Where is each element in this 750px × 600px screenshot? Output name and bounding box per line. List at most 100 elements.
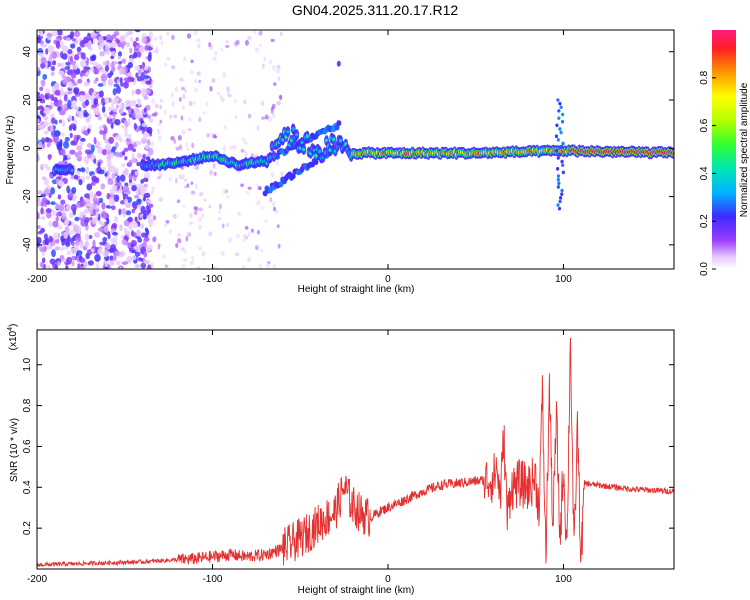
heatmap-noise-cell <box>37 224 41 230</box>
heatmap-noise-cell <box>176 199 181 204</box>
heatmap-noise-cell <box>182 204 186 208</box>
heatmap-noise-cell <box>166 56 171 61</box>
heatmap-spike-cell <box>556 185 560 189</box>
heatmap-noise-cell <box>190 181 194 185</box>
heatmap-noise-cell <box>55 40 60 49</box>
heatmap-spike-cell <box>561 112 565 117</box>
heatmap-noise-cell <box>127 143 134 151</box>
heatmap-noise-cell <box>157 244 161 250</box>
heatmap-noise-cell <box>254 47 260 53</box>
heatmap-noise-cell <box>93 158 97 164</box>
heatmap-noise-cell <box>94 177 100 184</box>
heatmap-noise-cell <box>71 187 77 194</box>
heatmap-noise-cell <box>120 82 124 87</box>
heatmap-noise-cell <box>88 95 93 101</box>
heatmap-noise-cell <box>64 226 70 233</box>
heatmap-noise-cell <box>90 248 95 253</box>
heatmap-noise-cell <box>70 247 77 254</box>
heatmap-noise-cell <box>51 249 56 258</box>
heatmap-noise-cell <box>146 126 153 134</box>
heatmap-noise-cell <box>172 213 177 220</box>
heatmap-noise-cell <box>184 185 187 189</box>
heatmap-spike-cell <box>558 195 563 200</box>
heatmap-spike-cell <box>555 123 559 128</box>
heatmap-noise-cell <box>222 145 226 152</box>
heatmap-noise-cell <box>93 193 97 201</box>
heatmap-noise-cell <box>69 149 76 155</box>
heatmap-noise-cell <box>119 250 125 257</box>
heatmap-noise-cell <box>151 212 154 217</box>
heatmap-noise-cell <box>128 133 132 140</box>
heatmap-noise-cell <box>170 34 175 41</box>
heatmap-noise-cell <box>90 181 96 186</box>
colorbar-tick-label: 0.0 <box>699 262 710 276</box>
heatmap-noise-cell <box>123 147 129 152</box>
heatmap-noise-cell <box>147 54 152 62</box>
heatmap-noise-cell <box>187 128 192 132</box>
heatmap-spike-cell <box>557 181 561 186</box>
heatmap-noise-cell <box>267 116 272 123</box>
heatmap-noise-cell <box>108 115 112 119</box>
snr-panel: -200 -100 0 100 0.2 0.4 0.6 0.8 1.0 Height of s… <box>7 324 675 596</box>
heatmap-noise-cell <box>58 119 63 124</box>
heatmap-noise-cell <box>46 211 52 219</box>
heatmap-noise-cell <box>84 217 90 224</box>
heatmap-noise-cell <box>102 213 108 219</box>
heatmap-noise-cell <box>158 135 162 141</box>
heatmap-noise-cell <box>70 71 77 79</box>
heatmap-noise-cell <box>61 119 66 128</box>
heatmap-noise-cell <box>97 115 102 121</box>
heatmap-noise-cell <box>40 62 46 69</box>
heatmap-noise-cell <box>43 130 49 135</box>
heatmap-spike-cell <box>561 141 565 146</box>
heatmap-noise-cell <box>182 56 187 62</box>
heatmap-spike-cell <box>557 206 562 211</box>
heatmap-noise-cell <box>197 216 202 222</box>
heatmap-noise-cell <box>163 223 168 227</box>
heatmap-noise-cell <box>272 64 276 71</box>
heatmap-noise-cell <box>175 242 179 249</box>
heatmap-noise-cell <box>143 259 150 265</box>
heatmap-noise-cell <box>170 136 175 141</box>
heatmap-noise-cell <box>119 107 124 115</box>
x-tick-label: 0 <box>385 274 391 285</box>
heatmap-noise-cell <box>235 234 240 239</box>
heatmap-noise-cell <box>100 183 106 190</box>
heatmap-noise-cell <box>55 212 60 217</box>
heatmap-ridge-cell <box>313 159 319 166</box>
heatmap-noise-cell <box>134 170 139 176</box>
heatmap-ridge-core <box>331 137 336 142</box>
heatmap-spike-cell <box>555 148 559 153</box>
heatmap-noise-cell <box>134 65 141 71</box>
heatmap-noise-cell <box>149 84 153 89</box>
heatmap-ridge-cell <box>290 173 296 180</box>
heatmap-noise-cell <box>246 191 250 195</box>
heatmap-noise-cell <box>66 256 73 265</box>
heatmap-noise-cell <box>279 31 283 37</box>
heatmap-noise-cell <box>64 65 71 71</box>
heatmap-noise-cell <box>124 99 132 105</box>
heatmap-noise-cell <box>169 114 173 119</box>
heatmap-noise-cell <box>52 96 58 102</box>
heatmap-noise-cell <box>247 256 252 263</box>
heatmap-noise-cell <box>253 30 257 35</box>
heatmap-noise-cell <box>113 83 120 88</box>
snr-x-ticks: -200 -100 0 100 <box>27 330 572 585</box>
heatmap-noise-cell <box>143 251 148 258</box>
heatmap-noise-cell <box>219 203 222 210</box>
heatmap-spike-cell <box>560 188 564 193</box>
heatmap-noise-cell <box>50 71 55 77</box>
snr-scale-label: (x104) <box>7 324 19 351</box>
heatmap-noise-cell <box>194 183 198 190</box>
heatmap-noise-cell <box>266 262 270 268</box>
heatmap-noise-cell <box>75 239 79 246</box>
heatmap-noise-cell <box>228 237 232 244</box>
heatmap-noise-cell <box>240 148 245 153</box>
heatmap-noise-cell <box>56 141 63 149</box>
heatmap-noise-cell <box>190 70 194 75</box>
heatmap-noise-cell <box>147 264 152 269</box>
heatmap-noise-cell <box>74 216 80 222</box>
heatmap-noise-cell <box>104 65 110 72</box>
heatmap-noise-cell <box>171 100 175 107</box>
